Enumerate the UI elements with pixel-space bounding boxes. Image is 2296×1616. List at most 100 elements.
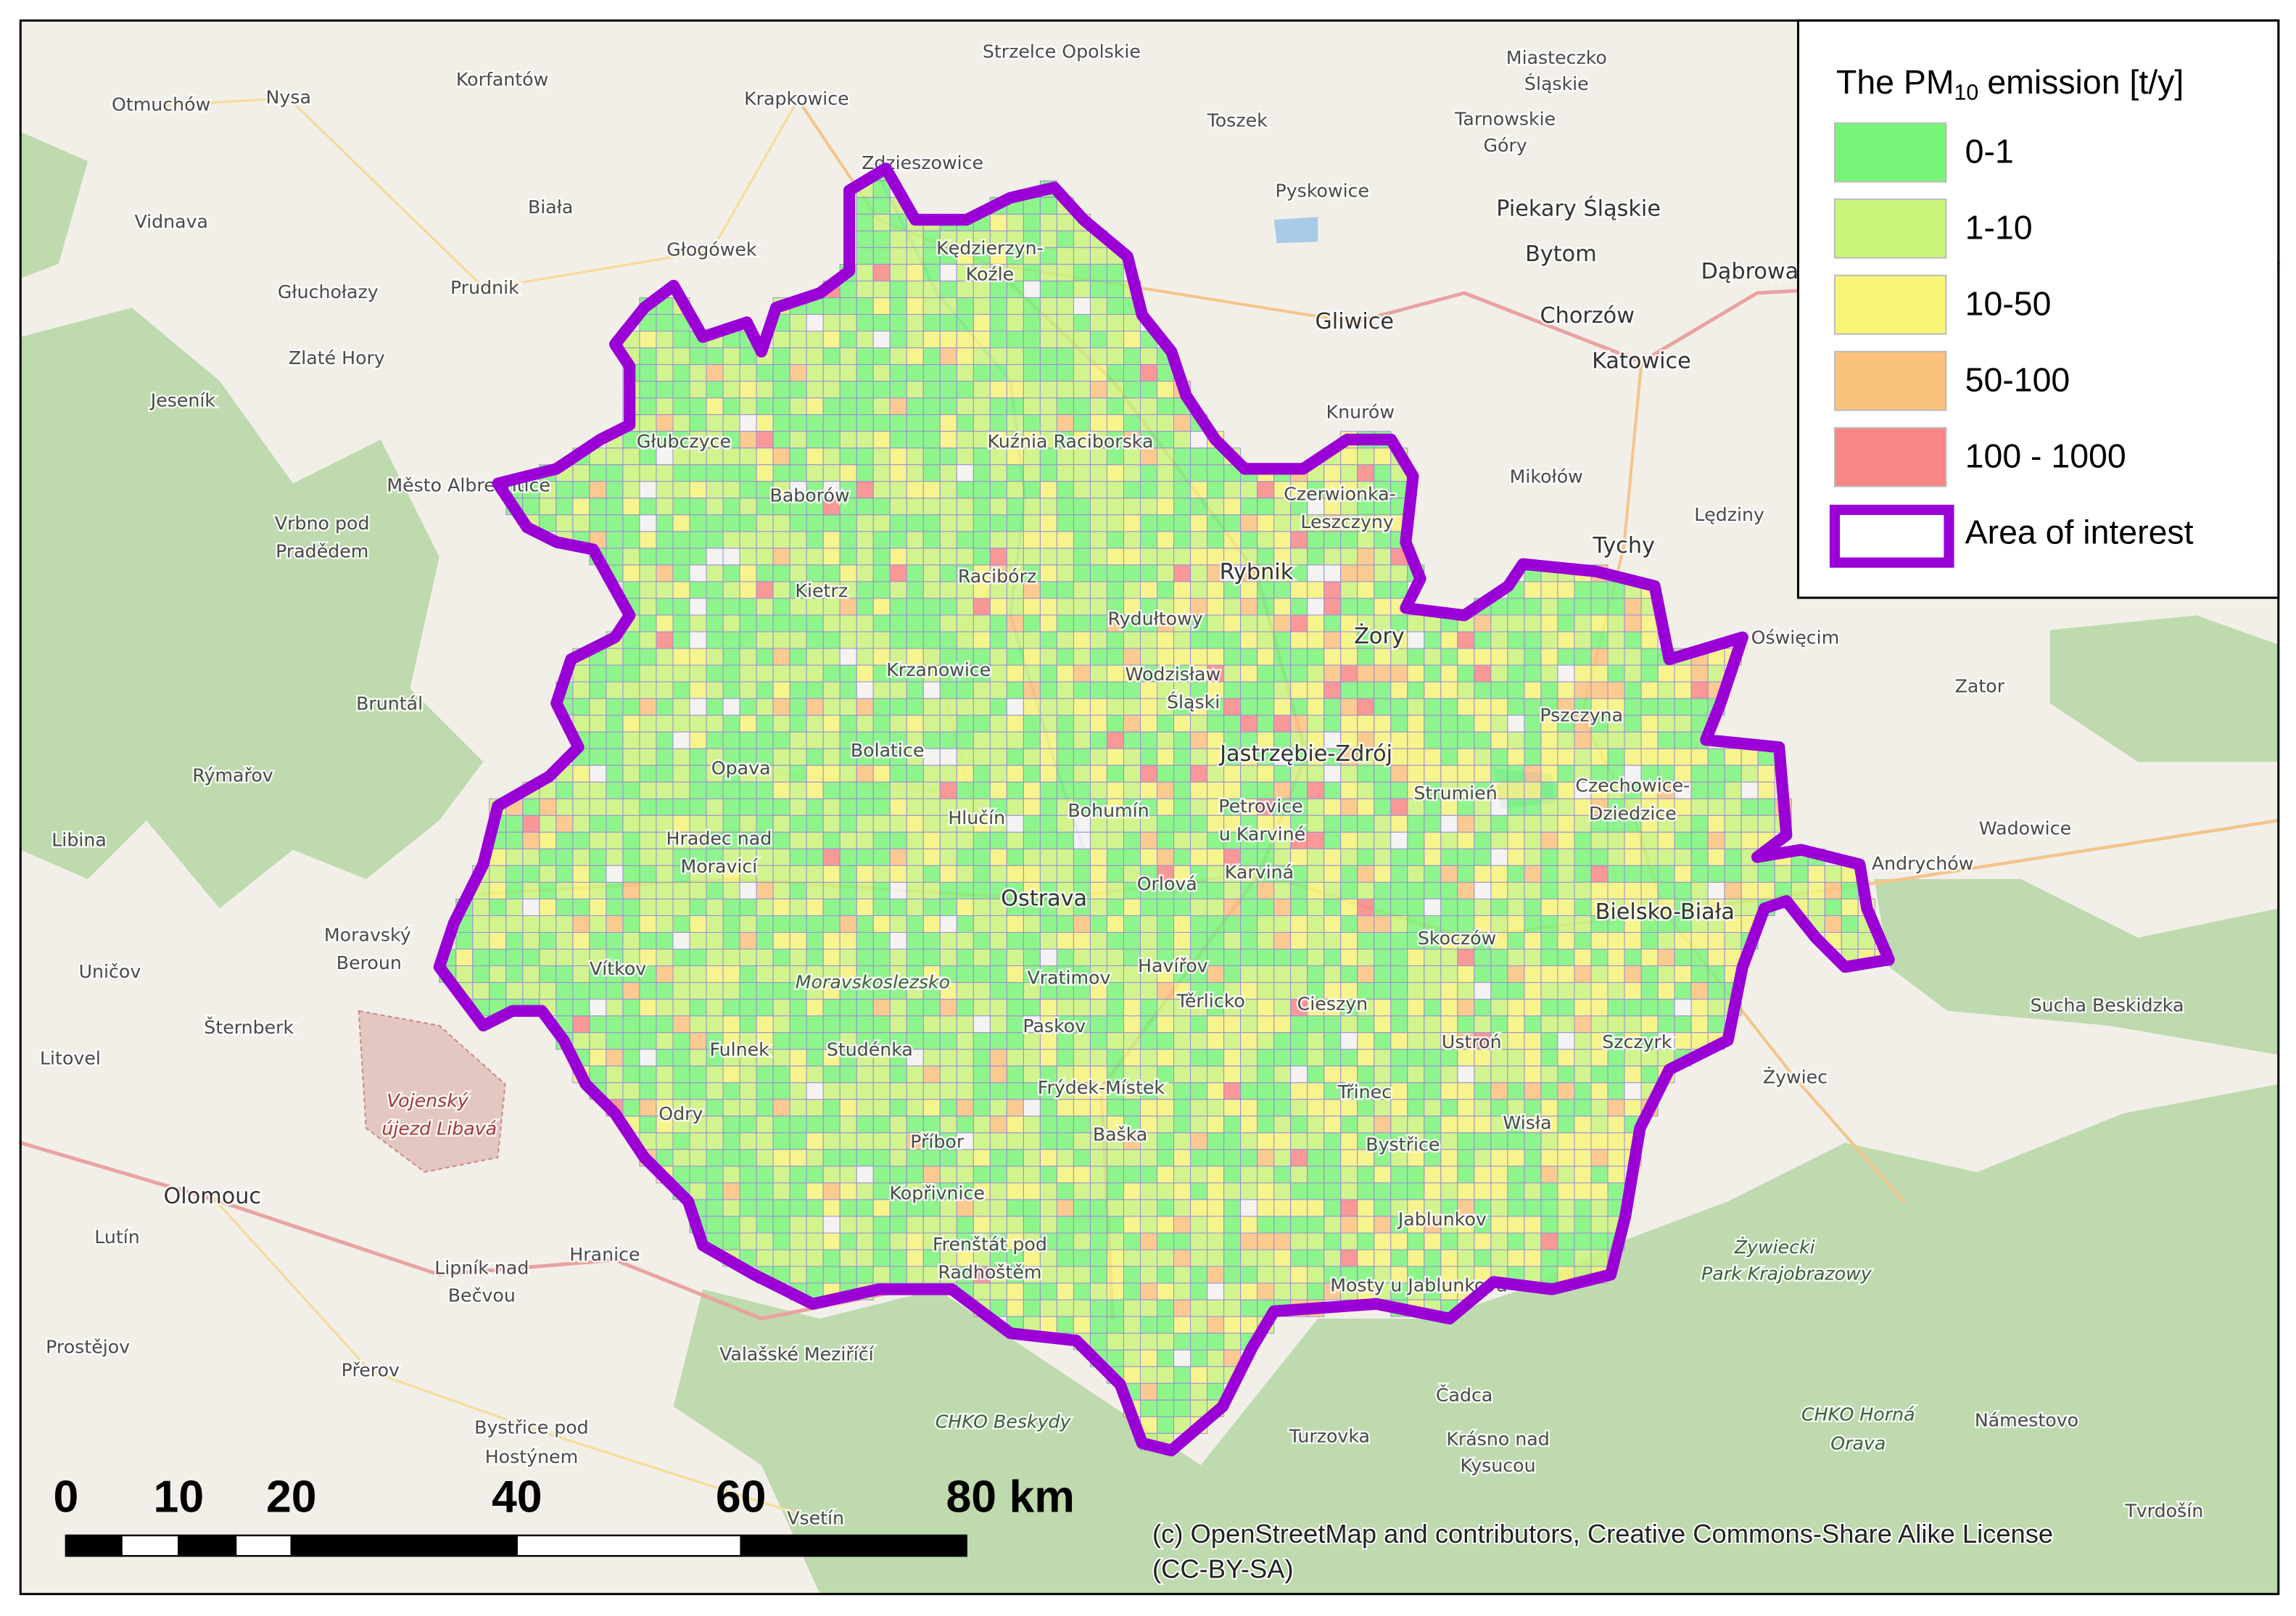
grid-cell (706, 531, 724, 549)
grid-cell (639, 598, 657, 616)
grid-cell (839, 831, 857, 849)
grid-cell (1157, 1216, 1175, 1234)
grid-cell (622, 815, 640, 833)
grid-cell (1173, 1099, 1192, 1117)
grid-cell (1557, 999, 1575, 1017)
grid-cell (1323, 965, 1342, 984)
grid-cell (839, 1166, 857, 1184)
grid-cell (1106, 280, 1124, 298)
place-label: Opava (711, 757, 771, 778)
grid-cell (856, 1132, 874, 1150)
grid-cell (772, 748, 790, 766)
grid-cell (505, 898, 524, 916)
grid-cell (1190, 931, 1208, 950)
grid-cell (772, 714, 790, 733)
place-label: Zator (1955, 675, 2005, 696)
grid-cell (1223, 965, 1242, 984)
grid-cell (839, 798, 857, 816)
grid-cell (872, 1099, 891, 1117)
grid-cell (1323, 681, 1342, 699)
grid-cell (989, 764, 1007, 783)
grid-cell (639, 1015, 657, 1034)
grid-cell (489, 931, 507, 950)
grid-cell (806, 1032, 824, 1050)
grid-cell (706, 648, 724, 666)
grid-cell (906, 798, 924, 816)
grid-cell (772, 1065, 790, 1084)
grid-cell (1056, 1132, 1074, 1150)
grid-cell (1006, 397, 1024, 416)
grid-cell (1089, 1049, 1107, 1067)
grid-cell (672, 498, 690, 516)
grid-cell (756, 1216, 774, 1234)
grid-cell (1407, 881, 1425, 899)
grid-cell (1157, 1349, 1175, 1367)
grid-cell (756, 898, 774, 916)
grid-cell (956, 865, 974, 883)
grid-cell (1490, 1132, 1508, 1150)
grid-cell (1357, 1032, 1375, 1050)
grid-cell (639, 781, 657, 799)
grid-cell (1490, 748, 1508, 766)
grid-cell (1056, 280, 1074, 298)
grid-cell (856, 514, 874, 532)
grid-cell (1257, 1199, 1275, 1217)
grid-cell (706, 931, 724, 950)
grid-cell (706, 581, 724, 599)
grid-cell (889, 1232, 907, 1250)
grid-cell (522, 949, 540, 967)
grid-cell (739, 982, 757, 1000)
grid-cell (1424, 664, 1442, 683)
grid-cell (1123, 648, 1141, 666)
grid-cell (589, 798, 607, 816)
grid-cell (539, 898, 557, 916)
grid-cell (1190, 631, 1208, 649)
grid-cell (1240, 898, 1258, 916)
grid-cell (1540, 999, 1558, 1017)
grid-cell (906, 949, 924, 967)
grid-cell (906, 431, 924, 449)
grid-cell (1574, 898, 1592, 916)
grid-cell (789, 881, 807, 899)
grid-cell (1524, 614, 1542, 632)
grid-cell (1223, 531, 1242, 549)
grid-cell (939, 731, 957, 749)
grid-cell (789, 949, 807, 967)
grid-cell (1006, 999, 1024, 1017)
grid-cell (556, 798, 574, 816)
grid-cell (1139, 748, 1158, 766)
grid-cell (772, 798, 790, 816)
grid-cell (556, 999, 574, 1017)
grid-cell (722, 1099, 740, 1117)
grid-cell (1056, 1166, 1074, 1184)
lake (1273, 216, 1318, 244)
grid-cell (589, 881, 607, 899)
grid-cell (1006, 548, 1024, 566)
grid-cell (956, 1099, 974, 1117)
grid-cell (1340, 764, 1358, 783)
grid-cell (1073, 931, 1091, 950)
grid-cell (1590, 949, 1609, 967)
grid-cell (1240, 1132, 1258, 1150)
grid-cell (922, 347, 941, 366)
grid-cell (656, 564, 674, 582)
grid-cell (1640, 731, 1659, 749)
grid-cell (1273, 1266, 1292, 1284)
grid-cell (1557, 848, 1575, 866)
grid-cell (1223, 1065, 1242, 1084)
grid-cell (822, 631, 841, 649)
grid-cell (589, 514, 607, 532)
grid-cell (1023, 397, 1041, 416)
grid-cell (939, 764, 957, 783)
grid-cell (1357, 1065, 1375, 1084)
grid-cell (806, 949, 824, 967)
grid-cell (722, 681, 740, 699)
grid-cell (722, 498, 740, 516)
grid-cell (1640, 865, 1659, 883)
grid-cell (1540, 798, 1558, 816)
grid-cell (722, 614, 740, 632)
grid-cell (1657, 965, 1675, 984)
grid-cell (1123, 498, 1141, 516)
grid-cell (1023, 1132, 1041, 1150)
grid-cell (722, 1132, 740, 1150)
